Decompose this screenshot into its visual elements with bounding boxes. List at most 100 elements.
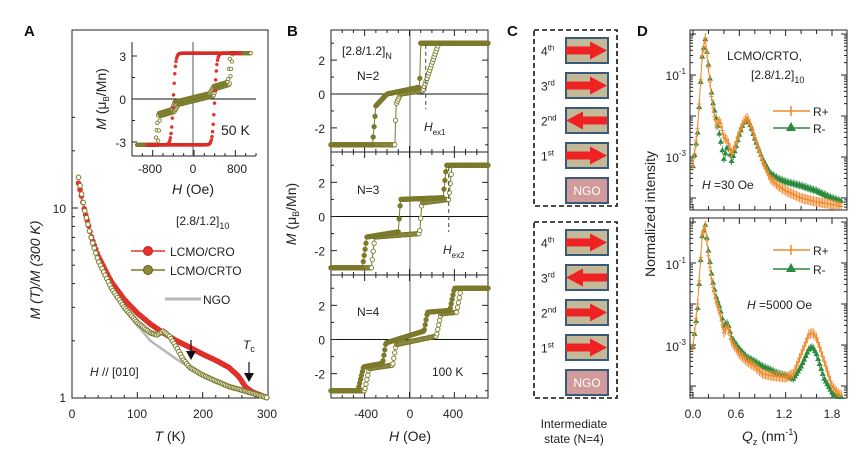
b-ytick-label: 2	[318, 176, 325, 190]
right-arrow-icon	[566, 76, 607, 95]
c-caption-line1: Intermediate	[541, 417, 608, 431]
b-ytick-label: 2	[318, 299, 325, 313]
a-inset-xlabel: H (Oe)	[172, 181, 214, 197]
a-crto-point	[77, 182, 83, 189]
b-n2-increasing-point	[371, 123, 377, 130]
b-n2-increasing-point	[370, 134, 376, 140]
a-inset-cro-point	[213, 89, 217, 93]
panel-a-ticks	[71, 116, 269, 399]
right-arrow-icon	[566, 338, 607, 357]
a-xtick-3: 300	[257, 407, 277, 421]
c-stack-2-frame	[533, 221, 618, 399]
d-top-ytick-1: 10-1	[666, 67, 687, 83]
b-n4-increasing-point	[485, 285, 491, 291]
a-legend-crto: LCMO/CRTO	[131, 264, 242, 278]
a-inset-cro-point	[169, 131, 173, 136]
a-inset-crto-point	[227, 81, 232, 86]
b-n3-label: N=3	[357, 183, 380, 197]
b-n2-increasing-point	[416, 84, 422, 91]
b-n3-increasing-point	[360, 258, 366, 265]
a-inset-cro-point	[174, 59, 178, 64]
b-ylabel: M (μB/Mn)	[283, 183, 301, 245]
c-layer-ordinal: 4	[541, 45, 548, 59]
b-n3-decreasing-point	[448, 171, 454, 178]
b-n3-increasing-point	[441, 186, 447, 192]
svg-text:NGO: NGO	[203, 293, 230, 307]
b-n2-increasing-point	[485, 40, 491, 46]
c-substrate-label: NGO	[573, 184, 600, 198]
a-xtick-1: 100	[127, 407, 147, 421]
d-bottom-legend-rminus: R-	[773, 263, 826, 277]
b-n3-decreasing-point	[446, 189, 453, 196]
b-hex1-label: Hex1	[424, 120, 446, 137]
a-inset-cro-point	[215, 62, 219, 67]
b-n4-decreasing-point	[455, 299, 462, 306]
panel-a-frame	[71, 29, 269, 399]
c-layer-1st: 1st	[541, 334, 609, 361]
c-layer-label: 3rd	[541, 79, 555, 94]
a-inset-cro-point	[171, 93, 176, 97]
b-n4-decreasing-point	[363, 381, 369, 387]
a-crto-point	[82, 208, 88, 214]
b-ytick-label: 0	[318, 88, 325, 102]
panel-b: -400 0 400 2 0 -2 2 0 -2 2 0 -2 H (Oe) M (μB/Mn)…	[283, 29, 491, 444]
left-arrow-icon	[566, 111, 607, 130]
d-top-ytick-3: 10-3	[666, 149, 687, 165]
b-hex2-label: Hex2	[443, 243, 465, 260]
a-ylabel: M (T)/M (300 K)	[27, 221, 43, 320]
b-n2-increasing-point	[372, 113, 378, 119]
c-layer-suffix: st	[548, 149, 555, 158]
a-inset-cro-point	[212, 112, 216, 117]
d-bottom-rminus-point	[801, 356, 808, 362]
c-layer-label: 2nd	[541, 114, 557, 129]
c-layer-label: 4th	[541, 236, 554, 251]
c-layer-suffix: rd	[548, 271, 555, 280]
a-inset-temperature: 50 K	[221, 122, 250, 138]
b-n4-decreasing-point	[391, 355, 397, 361]
b-n3-decreasing-point	[370, 248, 376, 254]
c-layer-4th: 4th	[541, 37, 609, 64]
b-xlabel: H (Oe)	[389, 428, 431, 444]
b-n4-increasing-point	[381, 352, 387, 358]
b-series-label: [2.8/1.2]N	[342, 44, 392, 61]
d-bottom-rminus-point	[802, 352, 809, 358]
b-n4-increasing-point	[423, 317, 429, 323]
a-inset-cro-point	[209, 138, 214, 142]
a-inset-cro-point	[173, 64, 178, 69]
c-layer-ordinal: 3	[541, 272, 548, 286]
b-n3-increasing-point	[397, 203, 403, 209]
d-top-rminus-point	[719, 147, 726, 153]
a-crto-point	[263, 394, 270, 401]
svg-text:R+: R+	[813, 244, 829, 258]
b-n4-decreasing-point	[390, 361, 396, 367]
b-n3-decreasing-point	[418, 215, 424, 221]
b-n3-increasing-point	[442, 177, 448, 184]
c-substrate-label: NGO	[573, 376, 600, 390]
a-ytick-1: 1	[59, 391, 66, 405]
c-layer-suffix: th	[548, 44, 555, 53]
c-substrate-box	[565, 369, 609, 396]
b-n3-decreasing-point	[369, 256, 375, 263]
b-n3-increasing-point	[443, 169, 449, 175]
b-n3-increasing-point	[440, 195, 446, 201]
a-inset-crto-point	[248, 50, 253, 56]
a-inset-xtick-0: 0	[190, 162, 197, 176]
c-layer-label: 2nd	[541, 306, 557, 321]
a-inset-cro-point	[171, 105, 175, 109]
d-bottom-field: H =5000 Oe	[747, 298, 812, 312]
c-layer-suffix: rd	[548, 79, 555, 88]
d-bottom-rplus-line	[692, 225, 842, 396]
b-n3-increasing-point	[359, 265, 366, 271]
b-ytick-label: 2	[318, 54, 325, 68]
svg-text:LCMO/CRO: LCMO/CRO	[170, 245, 235, 259]
a-crto-point	[75, 174, 82, 181]
d-top-rminus-point	[720, 155, 727, 161]
panel-label-d: D	[637, 23, 648, 40]
b-n2-decreasing-point	[392, 117, 399, 124]
c-layer-ordinal: 3	[541, 80, 548, 94]
a-inset-crto-point	[153, 135, 159, 140]
b-n3-increasing-point	[485, 162, 491, 168]
a-inset-cro-point	[214, 69, 219, 73]
a-inset-cro-point	[168, 136, 173, 140]
